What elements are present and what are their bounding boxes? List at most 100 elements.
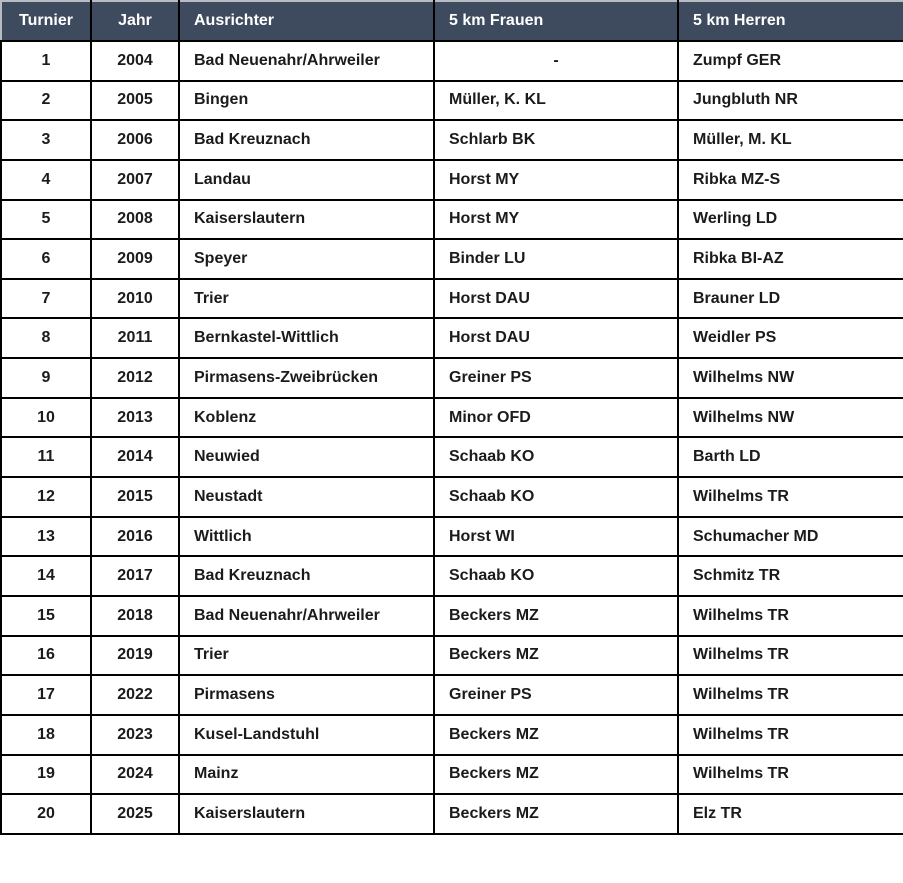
table-row: 16 2019 Trier Beckers MZ Wilhelms TR — [0, 634, 903, 677]
cell-ausrichter: Landau — [178, 158, 435, 201]
cell-jahr: 2016 — [90, 515, 180, 558]
cell-herren: Wilhelms NW — [677, 396, 903, 439]
cell-ausrichter: Pirmasens-Zweibrücken — [178, 357, 435, 399]
cell-jahr: 2017 — [90, 555, 180, 597]
cell-herren: Ribka MZ-S — [677, 158, 903, 201]
table-row: 3 2006 Bad Kreuznach Schlarb BK Müller, … — [0, 119, 903, 161]
cell-ausrichter: Wittlich — [178, 515, 435, 558]
table-row: 19 2024 Mainz Beckers MZ Wilhelms TR — [0, 753, 903, 796]
cell-jahr: 2008 — [90, 198, 180, 241]
cell-ausrichter: Bad Kreuznach — [178, 119, 435, 161]
cell-frauen: Horst DAU — [433, 277, 679, 320]
cell-herren: Elz TR — [677, 793, 903, 835]
cell-jahr: 2022 — [90, 674, 180, 716]
cell-herren: Wilhelms TR — [677, 476, 903, 518]
cell-jahr: 2014 — [90, 436, 180, 479]
cell-herren: Weidler PS — [677, 317, 903, 360]
cell-frauen: - — [433, 40, 679, 82]
cell-herren: Wilhelms TR — [677, 674, 903, 716]
cell-herren: Wilhelms TR — [677, 594, 903, 637]
cell-jahr: 2007 — [90, 158, 180, 201]
cell-herren: Werling LD — [677, 198, 903, 241]
table-row: 17 2022 Pirmasens Greiner PS Wilhelms TR — [0, 674, 903, 716]
cell-turnier: 5 — [0, 198, 92, 241]
cell-herren: Schumacher MD — [677, 515, 903, 558]
table-row: 13 2016 Wittlich Horst WI Schumacher MD — [0, 515, 903, 558]
cell-frauen: Minor OFD — [433, 396, 679, 439]
cell-turnier: 4 — [0, 158, 92, 201]
cell-frauen: Schaab KO — [433, 555, 679, 597]
cell-ausrichter: Bingen — [178, 79, 435, 122]
table-row: 14 2017 Bad Kreuznach Schaab KO Schmitz … — [0, 555, 903, 597]
cell-frauen: Beckers MZ — [433, 594, 679, 637]
cell-ausrichter: Koblenz — [178, 396, 435, 439]
header-row: Turnier Jahr Ausrichter 5 km Frauen 5 km… — [0, 0, 903, 42]
tournament-results-table: Turnier Jahr Ausrichter 5 km Frauen 5 km… — [0, 0, 903, 835]
table-row: 12 2015 Neustadt Schaab KO Wilhelms TR — [0, 476, 903, 518]
cell-turnier: 17 — [0, 674, 92, 716]
cell-herren: Wilhelms TR — [677, 753, 903, 796]
cell-ausrichter: Speyer — [178, 238, 435, 280]
table-body: 1 2004 Bad Neuenahr/Ahrweiler - Zumpf GE… — [0, 40, 903, 835]
cell-ausrichter: Bad Neuenahr/Ahrweiler — [178, 594, 435, 637]
cell-jahr: 2006 — [90, 119, 180, 161]
cell-jahr: 2011 — [90, 317, 180, 360]
cell-jahr: 2015 — [90, 476, 180, 518]
cell-jahr: 2012 — [90, 357, 180, 399]
cell-ausrichter: Bad Neuenahr/Ahrweiler — [178, 40, 435, 82]
cell-turnier: 6 — [0, 238, 92, 280]
table-row: 9 2012 Pirmasens-Zweibrücken Greiner PS … — [0, 357, 903, 399]
table-row: 15 2018 Bad Neuenahr/Ahrweiler Beckers M… — [0, 594, 903, 637]
cell-turnier: 13 — [0, 515, 92, 558]
table-row: 5 2008 Kaiserslautern Horst MY Werling L… — [0, 198, 903, 241]
table-row: 6 2009 Speyer Binder LU Ribka BI-AZ — [0, 238, 903, 280]
cell-jahr: 2023 — [90, 713, 180, 756]
cell-turnier: 16 — [0, 634, 92, 677]
cell-turnier: 14 — [0, 555, 92, 597]
cell-ausrichter: Neuwied — [178, 436, 435, 479]
cell-turnier: 12 — [0, 476, 92, 518]
col-header-5km-frauen: 5 km Frauen — [433, 0, 679, 42]
cell-ausrichter: Mainz — [178, 753, 435, 796]
cell-frauen: Horst WI — [433, 515, 679, 558]
col-header-5km-herren: 5 km Herren — [677, 0, 903, 42]
cell-frauen: Müller, K. KL — [433, 79, 679, 122]
table-row: 18 2023 Kusel-Landstuhl Beckers MZ Wilhe… — [0, 713, 903, 756]
cell-ausrichter: Kaiserslautern — [178, 198, 435, 241]
cell-herren: Brauner LD — [677, 277, 903, 320]
table-row: 10 2013 Koblenz Minor OFD Wilhelms NW — [0, 396, 903, 439]
cell-turnier: 7 — [0, 277, 92, 320]
cell-jahr: 2018 — [90, 594, 180, 637]
cell-turnier: 19 — [0, 753, 92, 796]
cell-frauen: Binder LU — [433, 238, 679, 280]
cell-frauen: Greiner PS — [433, 357, 679, 399]
cell-turnier: 10 — [0, 396, 92, 439]
table-row: 11 2014 Neuwied Schaab KO Barth LD — [0, 436, 903, 479]
cell-frauen: Horst MY — [433, 198, 679, 241]
cell-ausrichter: Trier — [178, 277, 435, 320]
table-row: 2 2005 Bingen Müller, K. KL Jungbluth NR — [0, 79, 903, 122]
cell-turnier: 15 — [0, 594, 92, 637]
table-row: 4 2007 Landau Horst MY Ribka MZ-S — [0, 158, 903, 201]
cell-jahr: 2013 — [90, 396, 180, 439]
cell-turnier: 20 — [0, 793, 92, 835]
cell-turnier: 18 — [0, 713, 92, 756]
cell-frauen: Greiner PS — [433, 674, 679, 716]
cell-frauen: Schaab KO — [433, 476, 679, 518]
cell-ausrichter: Kaiserslautern — [178, 793, 435, 835]
cell-jahr: 2005 — [90, 79, 180, 122]
table-row: 1 2004 Bad Neuenahr/Ahrweiler - Zumpf GE… — [0, 40, 903, 82]
cell-ausrichter: Pirmasens — [178, 674, 435, 716]
cell-jahr: 2010 — [90, 277, 180, 320]
cell-herren: Zumpf GER — [677, 40, 903, 82]
cell-ausrichter: Trier — [178, 634, 435, 677]
cell-ausrichter: Neustadt — [178, 476, 435, 518]
cell-frauen: Beckers MZ — [433, 793, 679, 835]
cell-herren: Barth LD — [677, 436, 903, 479]
cell-herren: Schmitz TR — [677, 555, 903, 597]
cell-frauen: Beckers MZ — [433, 634, 679, 677]
cell-ausrichter: Kusel-Landstuhl — [178, 713, 435, 756]
cell-frauen: Beckers MZ — [433, 713, 679, 756]
table-row: 8 2011 Bernkastel-Wittlich Horst DAU Wei… — [0, 317, 903, 360]
